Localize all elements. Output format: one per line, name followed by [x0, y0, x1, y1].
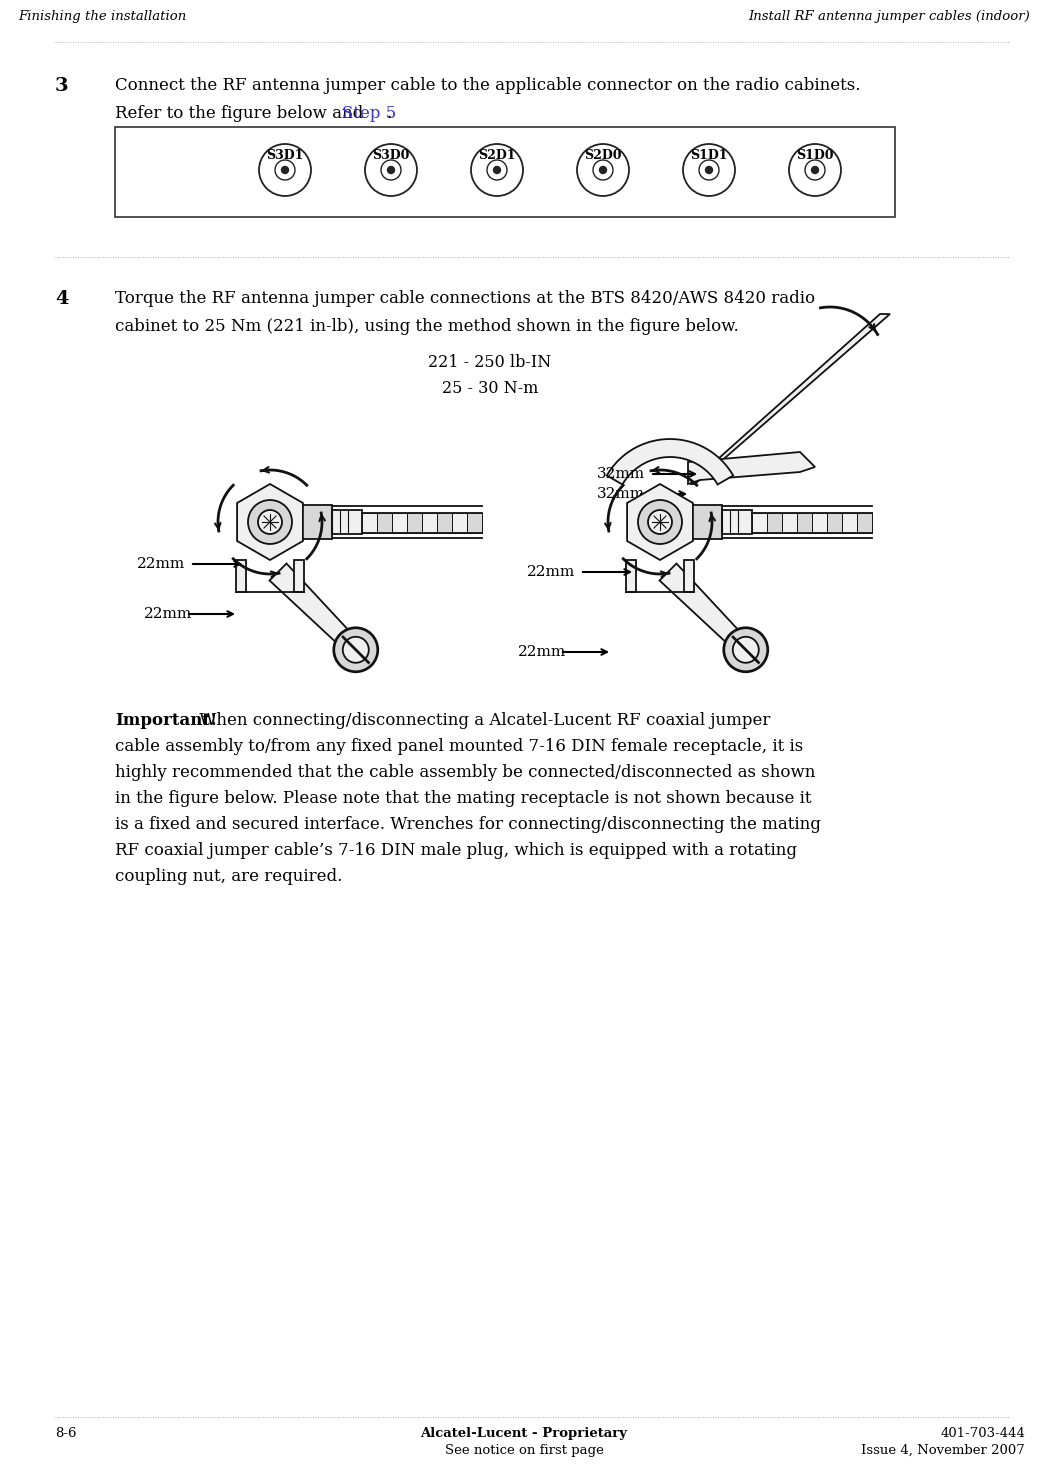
- Text: 22mm: 22mm: [518, 645, 566, 659]
- Polygon shape: [269, 564, 354, 649]
- Text: When connecting/disconnecting a Alcatel-Lucent RF coaxial jumper: When connecting/disconnecting a Alcatel-…: [194, 712, 770, 729]
- Circle shape: [365, 144, 417, 196]
- Text: 401-703-444: 401-703-444: [940, 1426, 1025, 1440]
- Bar: [392, 514, 407, 533]
- Text: S2D0: S2D0: [584, 149, 621, 162]
- Circle shape: [724, 627, 768, 671]
- Circle shape: [733, 637, 759, 662]
- Circle shape: [248, 500, 292, 545]
- Text: .: .: [387, 105, 392, 122]
- Bar: [766, 514, 782, 533]
- Polygon shape: [607, 439, 734, 484]
- Bar: [421, 514, 437, 533]
- Bar: [856, 514, 872, 533]
- Text: Alcatel-Lucent - Proprietary: Alcatel-Lucent - Proprietary: [420, 1426, 628, 1440]
- Polygon shape: [659, 564, 745, 649]
- Text: Finishing the installation: Finishing the installation: [18, 10, 187, 24]
- Text: is a fixed and secured interface. Wrenches for connecting/disconnecting the mati: is a fixed and secured interface. Wrench…: [115, 815, 821, 833]
- Bar: [407, 514, 421, 533]
- Circle shape: [343, 637, 369, 662]
- Polygon shape: [294, 559, 304, 592]
- Polygon shape: [626, 559, 636, 592]
- Text: cable assembly to/from any fixed panel mounted 7-16 DIN female receptacle, it is: cable assembly to/from any fixed panel m…: [115, 737, 803, 755]
- Bar: [452, 514, 466, 533]
- Text: 22mm: 22mm: [144, 606, 192, 621]
- Circle shape: [805, 160, 825, 180]
- Polygon shape: [690, 314, 890, 484]
- Text: S2D1: S2D1: [478, 149, 516, 162]
- Text: coupling nut, are required.: coupling nut, are required.: [115, 868, 343, 885]
- Circle shape: [471, 144, 523, 196]
- Text: RF coaxial jumper cable’s 7-16 DIN male plug, which is equipped with a rotating: RF coaxial jumper cable’s 7-16 DIN male …: [115, 842, 796, 860]
- Circle shape: [259, 144, 311, 196]
- Circle shape: [811, 166, 818, 174]
- Circle shape: [333, 627, 377, 671]
- Circle shape: [381, 160, 401, 180]
- Circle shape: [494, 166, 501, 174]
- Polygon shape: [684, 559, 694, 592]
- Circle shape: [648, 509, 672, 534]
- Text: 32mm: 32mm: [597, 487, 645, 500]
- Circle shape: [282, 166, 288, 174]
- Circle shape: [275, 160, 294, 180]
- Bar: [437, 514, 452, 533]
- Text: 221 - 250 lb-IN: 221 - 250 lb-IN: [429, 353, 551, 371]
- Text: cabinet to 25 Nm (221 in-lb), using the method shown in the figure below.: cabinet to 25 Nm (221 in-lb), using the …: [115, 318, 739, 336]
- Circle shape: [487, 160, 507, 180]
- Polygon shape: [687, 452, 815, 484]
- Circle shape: [705, 166, 713, 174]
- Text: Important!: Important!: [115, 712, 217, 729]
- Bar: [811, 514, 827, 533]
- Bar: [297, 505, 331, 539]
- Text: 4: 4: [54, 290, 68, 308]
- Text: 25 - 30 N-m: 25 - 30 N-m: [442, 380, 539, 397]
- Bar: [686, 505, 722, 539]
- Circle shape: [599, 166, 607, 174]
- Text: Connect the RF antenna jumper cable to the applicable connector on the radio cab: Connect the RF antenna jumper cable to t…: [115, 77, 860, 94]
- Text: S3D1: S3D1: [266, 149, 304, 162]
- Polygon shape: [237, 484, 303, 559]
- Text: highly recommended that the cable assembly be connected/disconnected as shown: highly recommended that the cable assemb…: [115, 764, 815, 782]
- Bar: [842, 514, 856, 533]
- Circle shape: [577, 144, 629, 196]
- Circle shape: [593, 160, 613, 180]
- Text: 8-6: 8-6: [54, 1426, 77, 1440]
- Circle shape: [258, 509, 282, 534]
- Circle shape: [638, 500, 682, 545]
- Text: See notice on first page: See notice on first page: [444, 1444, 604, 1457]
- Text: S1D1: S1D1: [691, 149, 727, 162]
- Text: 22mm: 22mm: [136, 556, 185, 571]
- Bar: [115, 127, 895, 216]
- Polygon shape: [236, 559, 246, 592]
- Text: Install RF antenna jumper cables (indoor): Install RF antenna jumper cables (indoor…: [748, 10, 1030, 24]
- Text: 3: 3: [54, 77, 68, 96]
- Text: 22mm: 22mm: [527, 565, 575, 578]
- Bar: [466, 514, 482, 533]
- Bar: [331, 509, 362, 534]
- Text: S1D0: S1D0: [796, 149, 834, 162]
- Bar: [376, 514, 392, 533]
- Circle shape: [699, 160, 719, 180]
- Text: Torque the RF antenna jumper cable connections at the BTS 8420/AWS 8420 radio: Torque the RF antenna jumper cable conne…: [115, 290, 815, 308]
- Circle shape: [683, 144, 735, 196]
- Circle shape: [388, 166, 394, 174]
- Polygon shape: [627, 484, 693, 559]
- Bar: [782, 514, 796, 533]
- Bar: [827, 514, 842, 533]
- Text: Step 5: Step 5: [342, 105, 396, 122]
- Circle shape: [789, 144, 840, 196]
- Text: 32mm: 32mm: [597, 467, 645, 481]
- Bar: [722, 509, 751, 534]
- Bar: [362, 514, 376, 533]
- Text: in the figure below. Please note that the mating receptacle is not shown because: in the figure below. Please note that th…: [115, 790, 811, 807]
- Text: Issue 4, November 2007: Issue 4, November 2007: [861, 1444, 1025, 1457]
- Text: S3D0: S3D0: [372, 149, 410, 162]
- Text: Refer to the figure below and: Refer to the figure below and: [115, 105, 369, 122]
- Bar: [751, 514, 766, 533]
- Bar: [796, 514, 811, 533]
